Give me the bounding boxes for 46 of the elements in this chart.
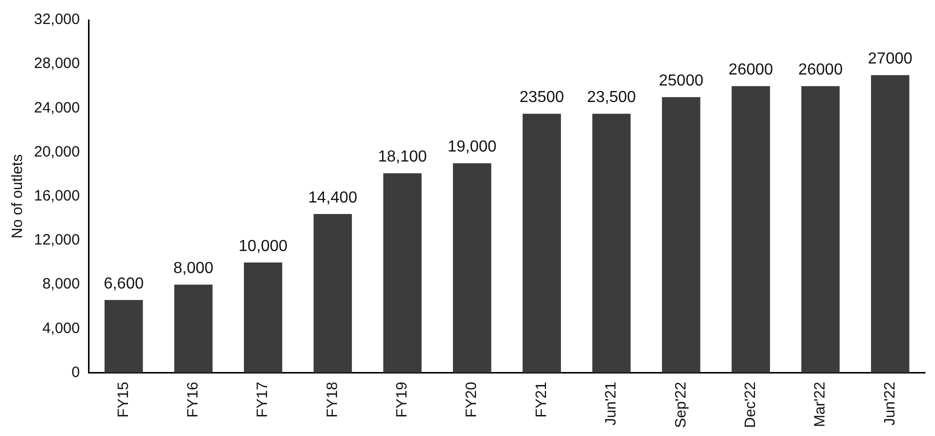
- x-tick-label: FY15: [114, 382, 132, 418]
- data-label: 8,000: [173, 260, 214, 277]
- x-tick-label: FY20: [463, 382, 480, 418]
- data-label: 23500: [520, 89, 564, 106]
- x-tick-label: FY16: [184, 382, 202, 418]
- y-tick-label: 8,000: [42, 276, 80, 293]
- x-tick-label: Dec'22: [742, 382, 759, 428]
- x-tick-label: FY19: [394, 382, 411, 418]
- data-label: 14,400: [308, 189, 358, 206]
- y-tick-label: 12,000: [34, 232, 80, 249]
- data-label: 26000: [728, 62, 774, 79]
- y-axis-title: No of outlets: [9, 154, 26, 238]
- x-tick-label: FY17: [254, 382, 272, 418]
- data-label: 6,600: [104, 275, 144, 292]
- bar: [452, 163, 492, 373]
- y-tick-label: 0: [72, 364, 80, 381]
- x-tick-label: Jun'22: [881, 382, 898, 426]
- bar: [314, 214, 352, 373]
- y-tick-label: 28,000: [34, 55, 80, 72]
- x-tick-label: FY21: [532, 382, 550, 418]
- data-label: 18,100: [378, 148, 427, 166]
- y-tick-label: 24,000: [34, 99, 80, 116]
- bar: [662, 97, 700, 373]
- x-tick-label: FY18: [324, 382, 341, 418]
- x-tick-label: Sep'22: [672, 382, 690, 428]
- bar: [871, 75, 910, 373]
- y-tick-label: 20,000: [34, 143, 80, 160]
- data-label: 27000: [868, 50, 913, 68]
- x-tick-label: Mar'22: [812, 382, 829, 428]
- bar: [522, 114, 561, 373]
- bar: [244, 262, 282, 373]
- data-label: 23,500: [586, 89, 636, 106]
- bar: [383, 173, 422, 373]
- data-label: 19,000: [448, 138, 497, 156]
- bar: [104, 300, 143, 373]
- data-label: 25000: [658, 72, 704, 90]
- y-tick-label: 16,000: [34, 188, 80, 205]
- bar: [174, 284, 213, 373]
- data-label: 26000: [798, 62, 843, 79]
- bar: [592, 114, 631, 373]
- x-tick-label: Jun'21: [602, 382, 620, 426]
- data-label: 10,000: [238, 238, 288, 255]
- bar: [801, 86, 840, 373]
- y-tick-label: 32,000: [34, 11, 80, 28]
- bar: [732, 86, 770, 373]
- y-tick-label: 4,000: [42, 320, 80, 337]
